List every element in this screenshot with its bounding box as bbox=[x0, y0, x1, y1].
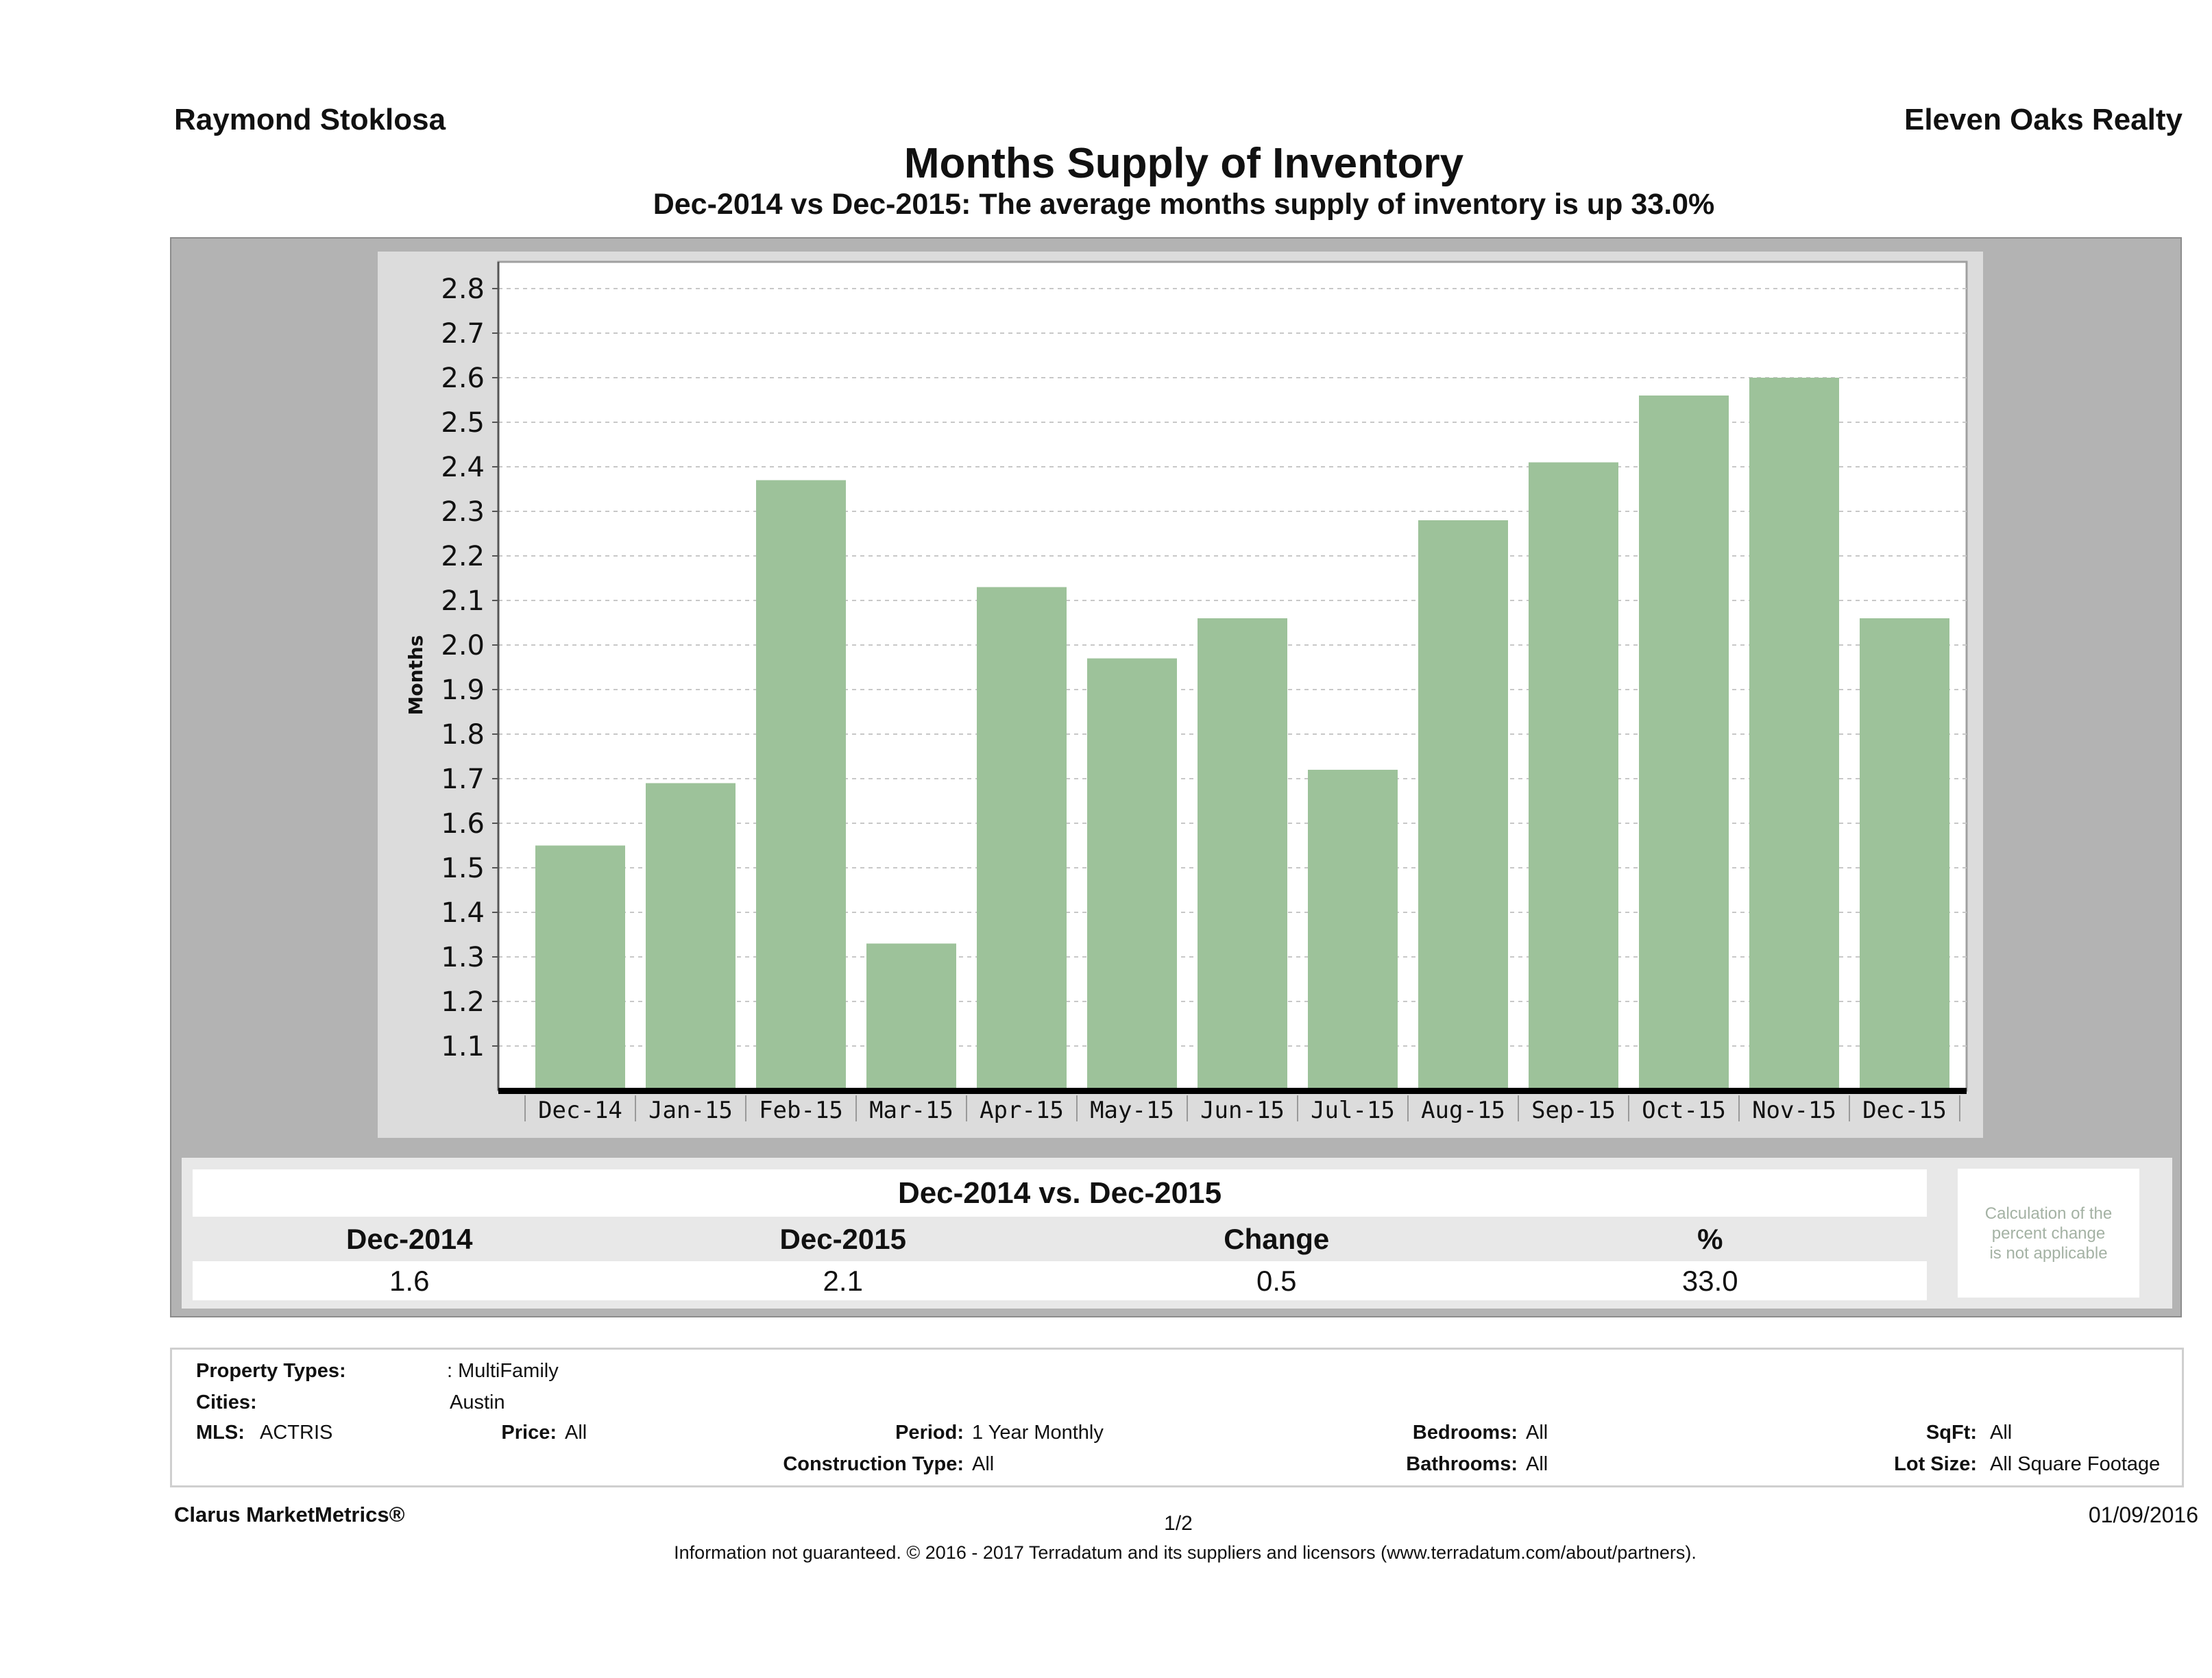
bedrooms-label: Bedrooms: bbox=[1412, 1422, 1518, 1444]
filter-info-box bbox=[170, 1348, 2184, 1487]
company-name: Eleven Oaks Realty bbox=[1904, 103, 2183, 136]
page-subtitle: Dec-2014 vs Dec-2015: The average months… bbox=[653, 188, 1715, 221]
percent-change-note: Calculation of the percent change is not… bbox=[1958, 1169, 2139, 1298]
sqft-value: All bbox=[1990, 1422, 2013, 1444]
disclaimer: Information not guaranteed. © 2016 - 201… bbox=[674, 1542, 1697, 1563]
bedrooms-value: All bbox=[1526, 1422, 1548, 1444]
lot-size-label: Lot Size: bbox=[1894, 1453, 1977, 1475]
summary-value: 1.6 bbox=[389, 1264, 430, 1297]
bathrooms-value: All bbox=[1526, 1453, 1548, 1475]
summary-value: 0.5 bbox=[1256, 1264, 1297, 1297]
summary-value: 33.0 bbox=[1681, 1264, 1738, 1297]
construction-type-label: Construction Type: bbox=[783, 1453, 964, 1475]
note-line: Calculation of the bbox=[1984, 1204, 2113, 1223]
period-value: 1 Year Monthly bbox=[972, 1422, 1104, 1444]
price-label: Price: bbox=[501, 1422, 557, 1444]
page-title: Months Supply of Inventory bbox=[903, 140, 1464, 187]
summary-header: % bbox=[1697, 1222, 1723, 1255]
property-types-label: Property Types: bbox=[196, 1360, 346, 1382]
footer-brand: Clarus MarketMetrics® bbox=[174, 1503, 405, 1527]
mls-label: MLS: bbox=[196, 1422, 245, 1444]
bathrooms-label: Bathrooms: bbox=[1406, 1453, 1518, 1475]
summary-value: 2.1 bbox=[823, 1264, 863, 1297]
summary-header: Dec-2015 bbox=[779, 1222, 906, 1255]
summary-header-row: Dec-2014 Dec-2015 Change % bbox=[193, 1217, 1927, 1261]
agent-name: Raymond Stoklosa bbox=[174, 103, 446, 136]
summary-header: Dec-2014 bbox=[346, 1222, 473, 1255]
mls-value: ACTRIS bbox=[260, 1422, 333, 1444]
summary-title: Dec-2014 vs. Dec-2015 bbox=[897, 1176, 1222, 1210]
property-types-value: : MultiFamily bbox=[447, 1360, 559, 1382]
construction-type-value: All bbox=[972, 1453, 995, 1475]
chart-panel bbox=[378, 252, 1983, 1138]
summary-value-row: 1.6 2.1 0.5 33.0 bbox=[193, 1261, 1927, 1300]
sqft-label: SqFt: bbox=[1925, 1422, 1977, 1444]
cities-label: Cities: bbox=[196, 1391, 257, 1413]
price-value: All bbox=[565, 1422, 587, 1444]
report-date: 01/09/2016 bbox=[2088, 1503, 2198, 1527]
lot-size-value: All Square Footage bbox=[1990, 1453, 2161, 1475]
cities-value: Austin bbox=[450, 1391, 505, 1413]
summary-title-row: Dec-2014 vs. Dec-2015 bbox=[193, 1169, 1927, 1217]
note-line: percent change bbox=[1991, 1224, 2106, 1243]
summary-header: Change bbox=[1224, 1222, 1330, 1255]
note-line: is not applicable bbox=[1989, 1243, 2108, 1263]
period-label: Period: bbox=[895, 1422, 964, 1444]
page-number: 1/2 bbox=[1164, 1512, 1193, 1535]
